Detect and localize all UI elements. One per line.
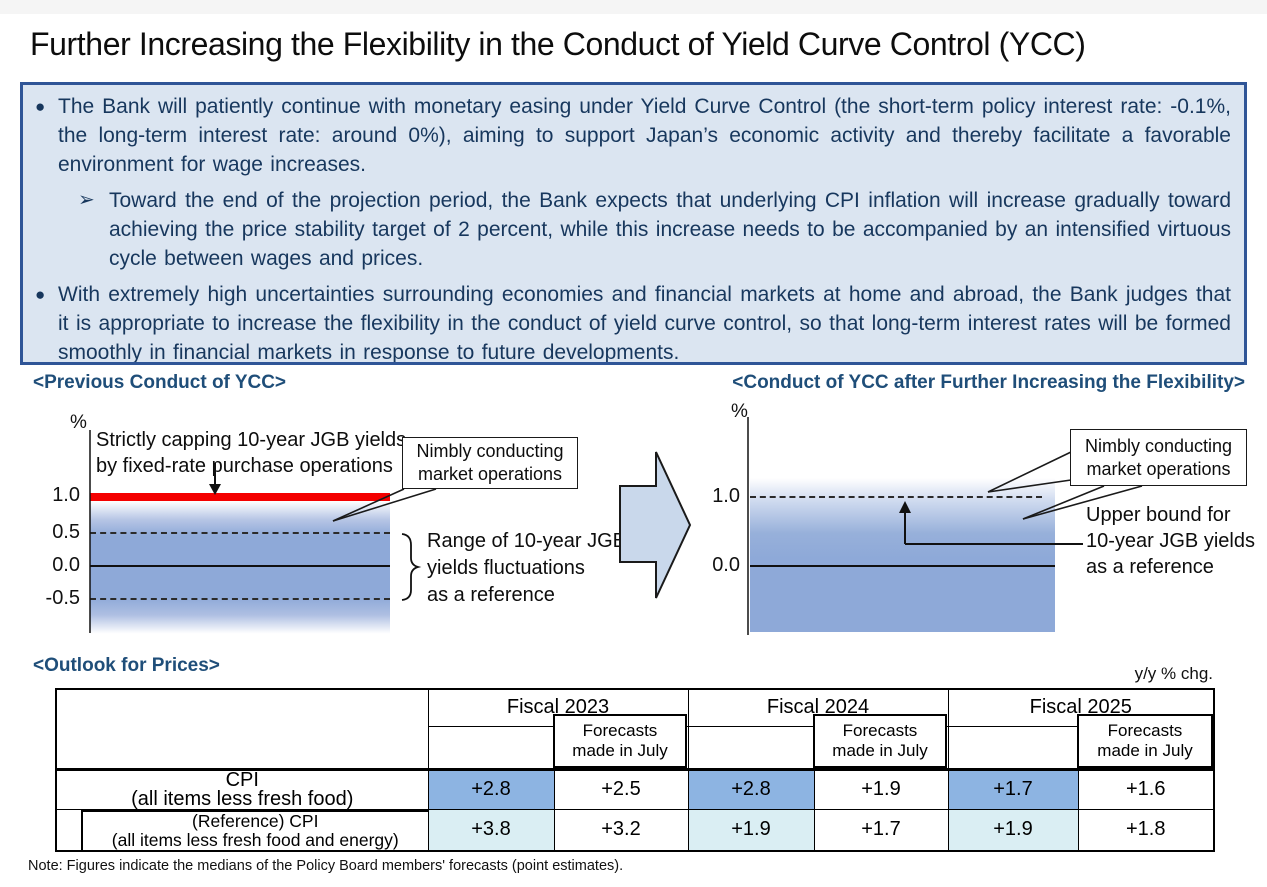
table-note: Note: Figures indicate the medians of th…: [28, 858, 624, 874]
right-dashed-upper-bound-line: [750, 496, 1042, 498]
left-chart-heading: <Previous Conduct of YCC>: [33, 372, 287, 393]
value-cell: +1.8: [1077, 808, 1215, 851]
value-cell: +1.7: [813, 808, 949, 851]
forecast-subheader-line2: made in July: [832, 741, 928, 760]
row-label-line2: (all items less fresh food): [131, 787, 354, 809]
range-label: Range of 10-year JGB yields fluctuations…: [427, 528, 626, 609]
arrowhead-bullet-icon: ➢: [78, 189, 95, 211]
range-label-line1: Range of 10-year JGB: [427, 530, 626, 552]
forecast-subheader-line1: Forecasts: [582, 721, 658, 740]
table-row: CPI (all items less fresh food) +2.8 +2.…: [55, 767, 1215, 810]
left-dashed-upper-range-line: [90, 532, 390, 534]
left-nimbly-callout: Nimbly conducting market operations: [402, 437, 578, 489]
value-cell: +1.9: [813, 767, 949, 810]
summary-sub-bullet-text: Toward the end of the projection period,…: [109, 189, 1231, 270]
right-chart-heading: <Conduct of YCC after Further Increasing…: [732, 372, 1245, 393]
value-cell: +3.2: [553, 808, 689, 851]
summary-sub-bullet: ➢ Toward the end of the projection period…: [78, 186, 1231, 273]
range-label-line2: yields fluctuations: [427, 557, 585, 579]
value-cell: +3.8: [427, 808, 555, 851]
subheader-empty-cell: [947, 726, 1079, 770]
bullet-icon: ●: [35, 285, 46, 304]
right-tick-0_0: 0.0: [712, 554, 740, 576]
forecast-subheader-2024: Forecasts made in July: [813, 714, 947, 768]
row-label-line1: CPI: [225, 769, 259, 791]
value-cell: +1.9: [947, 808, 1079, 851]
left-tick-0_0: 0.0: [52, 554, 80, 576]
summary-box: ● The Bank will patiently continue with m…: [20, 82, 1247, 365]
row-label-reference-cpi: (Reference) CPI (all items less fresh fo…: [55, 808, 429, 851]
value-cell: +1.6: [1077, 767, 1215, 810]
left-tick-0_5: 0.5: [52, 521, 80, 543]
outlook-heading: <Outlook for Prices>: [33, 655, 220, 676]
right-yield-band: [750, 478, 1055, 632]
transition-block-arrow-icon: [619, 451, 692, 599]
left-dashed-lower-range-line: [90, 598, 390, 600]
value-cell: +1.7: [947, 767, 1079, 810]
strict-cap-annotation-line1: Strictly capping 10-year JGB yields: [96, 429, 407, 451]
strict-cap-annotation: Strictly capping 10-year JGB yields by f…: [96, 427, 406, 479]
range-label-line3: as a reference: [427, 584, 555, 606]
page-top-strip: [0, 0, 1267, 14]
value-cell: +2.8: [687, 767, 815, 810]
subheader-empty-cell: [687, 726, 815, 770]
left-zero-line: [90, 565, 390, 567]
forecast-subheader-2025: Forecasts made in July: [1077, 714, 1213, 768]
row-label-cpi: CPI (all items less fresh food): [55, 767, 429, 810]
summary-bullet-2-text: With extremely high uncertainties surrou…: [58, 283, 1231, 364]
row-label-line1: (Reference) CPI: [192, 810, 319, 831]
value-cell: +2.5: [553, 767, 689, 810]
summary-bullet-1: ● The Bank will patiently continue with m…: [35, 92, 1231, 179]
unit-label: y/y % chg.: [1134, 664, 1213, 683]
strict-cap-annotation-line2: by fixed-rate purchase operations: [96, 455, 393, 477]
outlook-table: Fiscal 2023 Fiscal 2024 Fiscal 2025 CPI …: [55, 688, 1215, 852]
forecast-subheader-line1: Forecasts: [842, 721, 918, 740]
summary-bullet-1-text: The Bank will patiently continue with mo…: [58, 95, 1231, 176]
forecast-subheader-2023: Forecasts made in July: [553, 714, 687, 768]
right-nimbly-callout: Nimbly conducting market operations: [1070, 429, 1247, 486]
forecast-subheader-line2: made in July: [572, 741, 668, 760]
range-brace-icon: [401, 533, 422, 601]
left-axis-unit-label: %: [70, 412, 87, 433]
forecast-subheader-line1: Forecasts: [1107, 721, 1183, 740]
left-tick-neg0_5: -0.5: [45, 587, 80, 609]
right-axis-unit-label: %: [731, 401, 748, 422]
row-label-line2: (all items less fresh food and energy): [111, 829, 399, 850]
upper-bound-label-line3: as a reference: [1086, 556, 1214, 578]
table-row: (Reference) CPI (all items less fresh fo…: [55, 808, 1215, 851]
strict-cap-red-line: [90, 493, 390, 501]
bullet-icon: ●: [35, 97, 46, 116]
page-title: Further Increasing the Flexibility in th…: [30, 26, 1086, 62]
upper-bound-label-line1: Upper bound for: [1086, 504, 1231, 526]
value-cell: +1.9: [687, 808, 815, 851]
summary-bullet-2: ● With extremely high uncertainties surro…: [35, 280, 1231, 364]
subheader-empty-cell: [427, 726, 555, 770]
table-corner-cell: [55, 688, 429, 770]
upper-bound-label: Upper bound for 10-year JGB yields as a …: [1086, 502, 1255, 580]
right-tick-1_0: 1.0: [712, 485, 740, 507]
forecast-subheader-line2: made in July: [1097, 741, 1193, 760]
left-yield-band: [90, 501, 390, 635]
left-tick-1_0: 1.0: [52, 484, 80, 506]
value-cell: +2.8: [427, 767, 555, 810]
right-zero-line: [750, 565, 1055, 567]
upper-bound-label-line2: 10-year JGB yields: [1086, 530, 1255, 552]
reference-label-inset-box: (Reference) CPI (all items less fresh fo…: [81, 809, 427, 850]
